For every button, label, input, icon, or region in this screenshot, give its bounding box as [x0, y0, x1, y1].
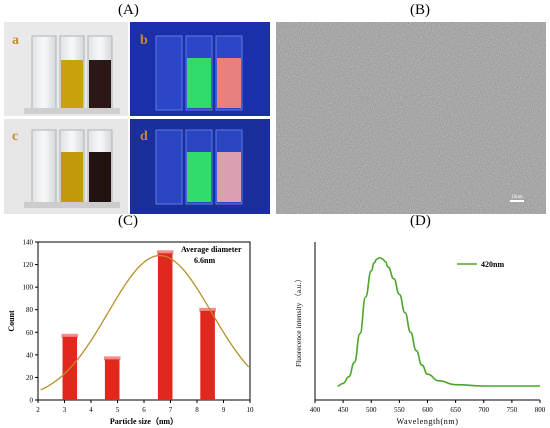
x-tick-label: 800 [535, 406, 546, 414]
y-axis-label: Fluorecence intensity （a.u.） [294, 275, 303, 367]
x-axis-label: Particle size（nm） [110, 416, 178, 426]
y-tick-label: 60 [26, 329, 34, 337]
x-tick-label: 550 [394, 406, 405, 414]
bar-cap-0 [61, 333, 79, 338]
legend-label: 420nm [481, 260, 504, 269]
photo-label-b: b [140, 33, 148, 48]
x-tick-label: 5 [116, 406, 120, 414]
annotation-line-1: Average diameter [181, 245, 242, 254]
bar-3 [200, 310, 215, 400]
x-tick-label: 4 [89, 406, 93, 414]
vial-photo: a b c d [4, 22, 270, 214]
y-tick-label: 20 [26, 374, 34, 382]
photo-label-d: d [140, 129, 148, 144]
y-tick-label: 100 [23, 284, 34, 292]
x-tick-label: 650 [450, 406, 461, 414]
x-axis-label: Wavelength(nm) [397, 417, 459, 426]
x-tick-label: 700 [479, 406, 490, 414]
x-tick-label: 750 [507, 406, 518, 414]
x-tick-label: 8 [195, 406, 199, 414]
x-tick-label: 6 [142, 406, 146, 414]
bar-cap-2 [156, 250, 174, 255]
x-tick-label: 400 [310, 406, 321, 414]
y-tick-label: 0 [30, 397, 34, 405]
x-tick-label: 3 [63, 406, 67, 414]
y-tick-label: 40 [26, 351, 34, 359]
x-tick-label: 9 [222, 406, 226, 414]
bar-cap-1 [103, 356, 121, 361]
y-axis-label: Count [7, 310, 16, 332]
x-tick-label: 2 [36, 406, 40, 414]
series-line-420nm [337, 256, 540, 387]
annotation-line-2: 6.6nm [194, 256, 215, 265]
x-tick-label: 600 [422, 406, 433, 414]
y-tick-label: 80 [26, 306, 34, 314]
bar-cap-3 [199, 307, 216, 312]
panel-label-c: (C) [118, 213, 138, 229]
scale-bar [510, 200, 524, 202]
x-tick-label: 450 [338, 406, 349, 414]
y-tick-label: 140 [23, 239, 34, 247]
panel-label-a: (A) [118, 2, 139, 18]
tem-image: 10nm [276, 22, 546, 214]
photo-label-c: c [12, 129, 18, 144]
fluorescence-spectrum-chart: 400 450 500 550 600 650 700 750 800 Wavelength(nm… [294, 242, 546, 426]
fit-curve [40, 254, 250, 391]
scale-bar-label: 10nm [511, 195, 523, 200]
cuvette-empty [31, 35, 57, 111]
photo-label-a: a [12, 33, 19, 48]
panel-label-b: (B) [410, 2, 430, 18]
x-tick-label: 7 [169, 406, 173, 414]
bar-2 [157, 253, 173, 400]
panel-label-d: (D) [410, 213, 431, 229]
x-tick-label: 10 [247, 406, 255, 414]
bar-1 [104, 359, 120, 400]
y-tick-label: 120 [23, 261, 34, 269]
x-tick-label: 500 [366, 406, 377, 414]
